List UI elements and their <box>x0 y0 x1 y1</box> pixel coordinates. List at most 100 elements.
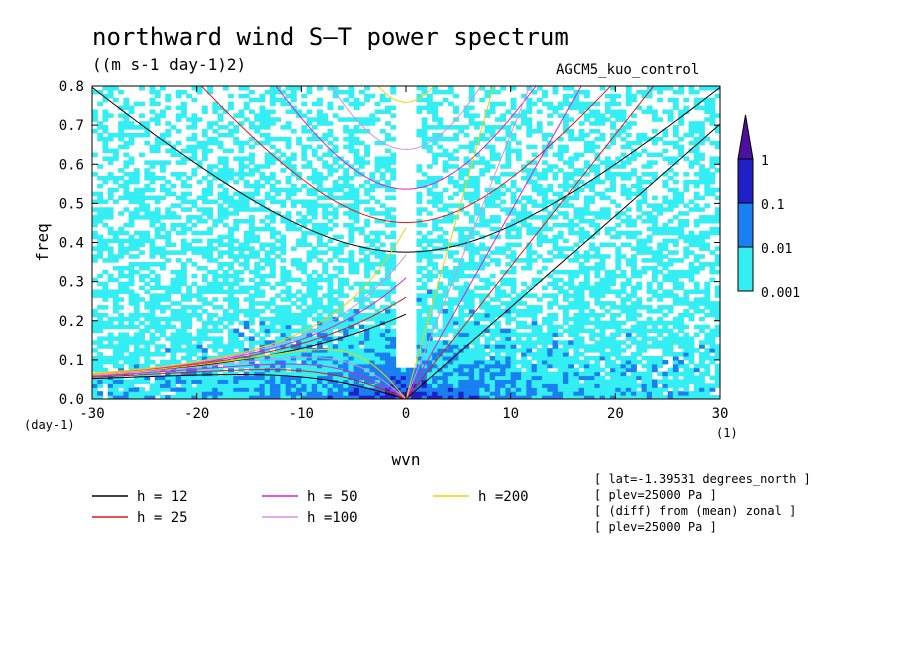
power-cell <box>531 172 538 177</box>
power-cell <box>343 324 350 330</box>
power-cell <box>348 355 355 361</box>
power-cell <box>249 191 255 197</box>
power-cell <box>228 383 234 388</box>
power-cell <box>196 219 203 224</box>
power-cell <box>474 371 480 377</box>
power-cell <box>322 359 329 365</box>
power-cell <box>552 269 559 275</box>
power-cell <box>233 387 240 392</box>
power-cell <box>358 89 365 95</box>
power-cell <box>180 265 187 271</box>
power-cell <box>526 324 533 330</box>
power-cell <box>306 129 313 134</box>
power-cell <box>474 262 480 267</box>
power-cell <box>112 148 119 154</box>
power-cell <box>165 207 172 212</box>
power-cell <box>479 375 486 381</box>
power-cell <box>568 273 575 279</box>
power-cell <box>552 301 559 306</box>
power-cell <box>149 395 156 399</box>
power-cell <box>243 391 250 396</box>
power-cell <box>594 359 601 365</box>
power-cell <box>646 215 653 220</box>
power-cell <box>479 324 486 330</box>
power-cell <box>322 152 329 158</box>
power-cell <box>573 324 580 330</box>
power-cell <box>494 117 501 122</box>
power-cell <box>280 312 287 318</box>
power-cell <box>322 395 329 399</box>
chart-title: northward wind S–T power spectrum <box>92 23 569 51</box>
power-cell <box>317 387 323 392</box>
power-cell <box>662 207 669 212</box>
power-cell <box>437 363 444 369</box>
power-cell <box>107 355 114 361</box>
power-cell <box>107 320 114 326</box>
power-cell <box>463 125 470 130</box>
power-cell <box>107 211 114 216</box>
power-cell <box>458 187 465 193</box>
power-cell <box>133 324 140 330</box>
power-cell <box>526 395 533 399</box>
power-cell <box>311 359 318 365</box>
power-cell <box>249 121 255 126</box>
power-cell <box>657 281 664 287</box>
power-cell <box>515 242 522 248</box>
power-cell <box>667 328 674 334</box>
power-cell <box>165 211 172 216</box>
power-cell <box>280 234 287 240</box>
power-cell <box>343 191 350 197</box>
power-cell <box>610 125 616 130</box>
power-cell <box>353 97 360 103</box>
power-cell <box>453 258 459 263</box>
power-cell <box>500 395 507 399</box>
power-cell <box>385 156 391 161</box>
power-cell <box>228 281 234 287</box>
power-cell <box>118 183 124 189</box>
power-cell <box>400 387 407 392</box>
power-cell <box>170 383 177 388</box>
power-cell <box>149 187 156 193</box>
power-cell <box>128 242 135 248</box>
power-cell <box>128 211 135 216</box>
power-cell <box>306 160 313 165</box>
power-cell <box>107 254 114 259</box>
power-cell <box>123 125 130 130</box>
power-cell <box>442 273 449 279</box>
power-cell <box>463 211 470 216</box>
power-cell <box>311 203 318 208</box>
power-cell <box>107 273 114 279</box>
power-cell <box>599 379 606 384</box>
power-cell <box>500 328 507 334</box>
power-cell <box>144 238 151 244</box>
power-cell <box>154 211 161 216</box>
power-cell <box>374 391 381 396</box>
power-cell <box>500 117 507 122</box>
power-cell <box>416 222 423 228</box>
power-cell <box>610 281 616 287</box>
power-cell <box>238 383 245 388</box>
power-cell <box>406 367 412 373</box>
power-cell <box>285 324 292 330</box>
power-cell <box>589 246 595 251</box>
power-cell <box>563 183 569 189</box>
power-cell <box>625 336 632 341</box>
power-cell <box>583 367 590 373</box>
power-cell <box>123 160 130 165</box>
power-cell <box>285 352 292 357</box>
power-cell <box>107 293 114 298</box>
power-cell <box>568 328 575 334</box>
power-cell <box>332 297 339 302</box>
power-cell <box>254 97 261 103</box>
power-cell <box>468 258 475 263</box>
power-cell <box>505 230 512 236</box>
power-cell <box>547 320 554 326</box>
power-cell <box>615 395 622 399</box>
power-cell <box>521 344 527 349</box>
power-cell <box>201 348 208 353</box>
power-cell <box>583 89 590 95</box>
power-cell <box>390 262 397 267</box>
power-cell <box>322 195 329 201</box>
power-cell <box>275 191 281 197</box>
power-cell <box>191 168 198 173</box>
